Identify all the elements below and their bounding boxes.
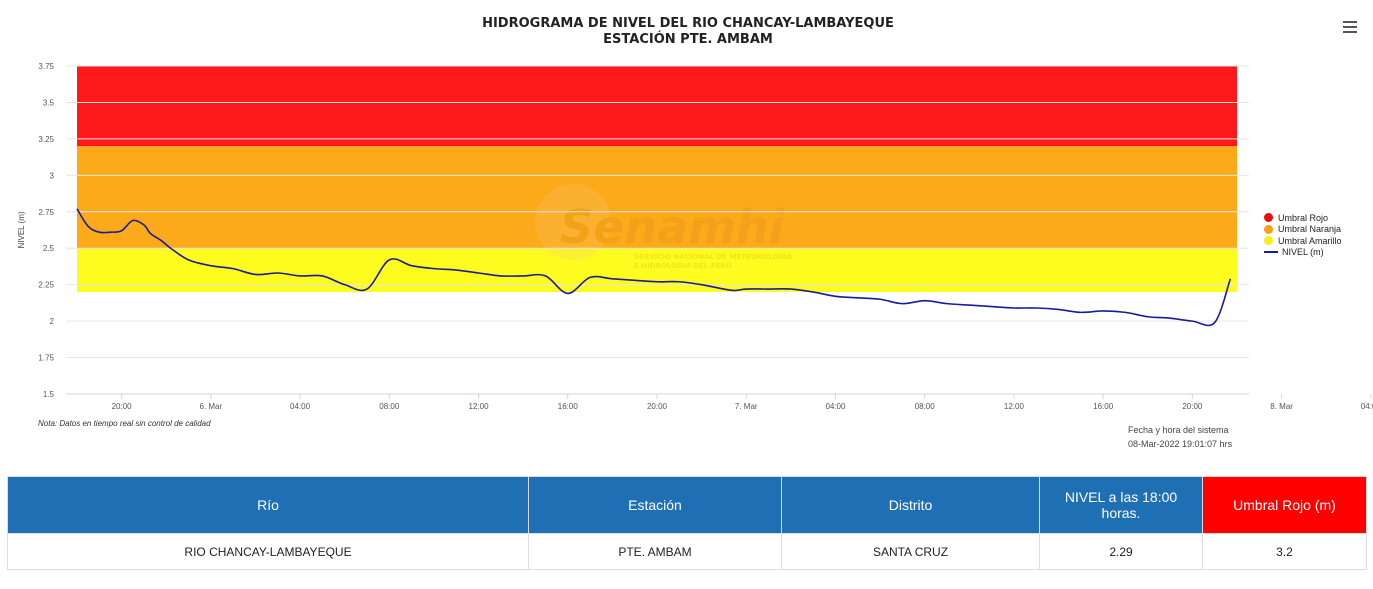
x-tick-label: 04:00 xyxy=(290,402,311,411)
y-tick-label: 1.5 xyxy=(43,390,55,399)
y-tick-label: 3.5 xyxy=(43,98,55,107)
header-umbral-rojo: Umbral Rojo (m) xyxy=(1202,476,1367,534)
x-tick-label: 16:00 xyxy=(1093,402,1114,411)
chart-title: HIDROGRAMA DE NIVEL DEL RIO CHANCAY-LAMB… xyxy=(0,16,1373,48)
senamhi-watermark: Senamhi SERVICIO NACIONAL DE METEOROLOGÍ… xyxy=(535,184,793,270)
x-tick-label: 12:00 xyxy=(1004,402,1025,411)
system-time: Fecha y hora del sistema 08-Mar-2022 19:… xyxy=(1128,423,1232,451)
x-tick-label: 04:00 xyxy=(825,402,846,411)
hamburger-menu-icon[interactable] xyxy=(1340,18,1360,36)
legend-item[interactable]: Umbral Amarillo xyxy=(1264,235,1342,247)
x-tick-label: 20:00 xyxy=(112,402,133,411)
station-table: Río Estación Distrito NIVEL a las 18:00 … xyxy=(7,476,1367,570)
legend-symbol-icon xyxy=(1264,251,1278,254)
legend-item[interactable]: Umbral Rojo xyxy=(1264,212,1342,224)
legend-label: Umbral Rojo xyxy=(1278,212,1329,223)
x-tick-label: 7. Mar xyxy=(735,402,758,411)
legend-symbol-icon xyxy=(1264,213,1273,223)
header-distrito: Distrito xyxy=(781,476,1040,534)
cell-umbral-rojo: 3.2 xyxy=(1202,533,1367,570)
y-tick-label: 1.75 xyxy=(38,354,54,363)
y-tick-label: 3.25 xyxy=(38,135,54,144)
cell-nivel: 2.29 xyxy=(1039,533,1203,570)
table-header-row: Río Estación Distrito NIVEL a las 18:00 … xyxy=(7,476,1367,534)
x-tick-label: 08:00 xyxy=(379,402,400,411)
y-tick-label: 3.75 xyxy=(38,62,54,71)
y-tick-label: 2.5 xyxy=(43,244,55,253)
legend-item[interactable]: NIVEL (m) xyxy=(1264,247,1342,259)
legend-label: NIVEL (m) xyxy=(1282,247,1324,258)
x-tick-label: 20:00 xyxy=(1182,402,1203,411)
system-time-value: 08-Mar-2022 19:01:07 hrs xyxy=(1128,439,1233,449)
watermark-line2: E HIDROLOGÍA DEL PERÚ xyxy=(634,261,732,270)
legend-symbol-icon xyxy=(1264,224,1273,234)
x-tick-label: 04:00 xyxy=(1361,402,1373,411)
header-estacion: Estación xyxy=(528,476,782,534)
x-tick-label: 6. Mar xyxy=(200,402,223,411)
y-tick-label: 2 xyxy=(50,317,55,326)
hydrograph-chart: Senamhi SERVICIO NACIONAL DE METEOROLOGÍ… xyxy=(17,62,1373,411)
y-tick-label: 3 xyxy=(50,171,55,180)
y-tick-label: 2.75 xyxy=(38,208,54,217)
threshold-band-rojo xyxy=(77,66,1237,147)
legend-item[interactable]: Umbral Naranja xyxy=(1264,224,1342,236)
x-tick-label: 12:00 xyxy=(469,402,490,411)
header-nivel: NIVEL a las 18:00 horas. xyxy=(1039,476,1203,534)
x-tick-label: 8. Mar xyxy=(1270,402,1293,411)
watermark-brand: Senamhi xyxy=(560,200,786,254)
header-rio: Río xyxy=(7,476,529,534)
quality-note: Nota: Datos en tiempo real sin control d… xyxy=(38,419,211,428)
chart-title-line1: HIDROGRAMA DE NIVEL DEL RIO CHANCAY-LAMB… xyxy=(482,16,894,31)
x-tick-label: 20:00 xyxy=(647,402,668,411)
chart-legend: Umbral Rojo Umbral Naranja Umbral Amarillo… xyxy=(1264,212,1342,258)
table-row: RIO CHANCAY-LAMBAYEQUE PTE. AMBAM SANTA … xyxy=(7,533,1367,570)
y-axis-label: NIVEL (m) xyxy=(17,211,26,248)
watermark-sun-icon xyxy=(535,184,611,260)
nivel-series-line xyxy=(76,208,1232,327)
cell-rio: RIO CHANCAY-LAMBAYEQUE xyxy=(7,533,529,570)
x-tick-label: 08:00 xyxy=(915,402,936,411)
legend-symbol-icon xyxy=(1264,236,1273,246)
chart-title-line2: ESTACIÓN PTE. AMBAM xyxy=(603,32,773,47)
system-time-label: Fecha y hora del sistema xyxy=(1128,425,1229,435)
legend-label: Umbral Amarillo xyxy=(1278,235,1342,246)
x-tick-label: 16:00 xyxy=(558,402,579,411)
y-tick-label: 2.25 xyxy=(38,281,54,290)
legend-label: Umbral Naranja xyxy=(1278,224,1342,235)
watermark-line1: SERVICIO NACIONAL DE METEOROLOGÍA xyxy=(634,252,793,261)
cell-distrito: SANTA CRUZ xyxy=(781,533,1040,570)
cell-estacion: PTE. AMBAM xyxy=(528,533,782,570)
threshold-band-naranja xyxy=(77,146,1237,249)
